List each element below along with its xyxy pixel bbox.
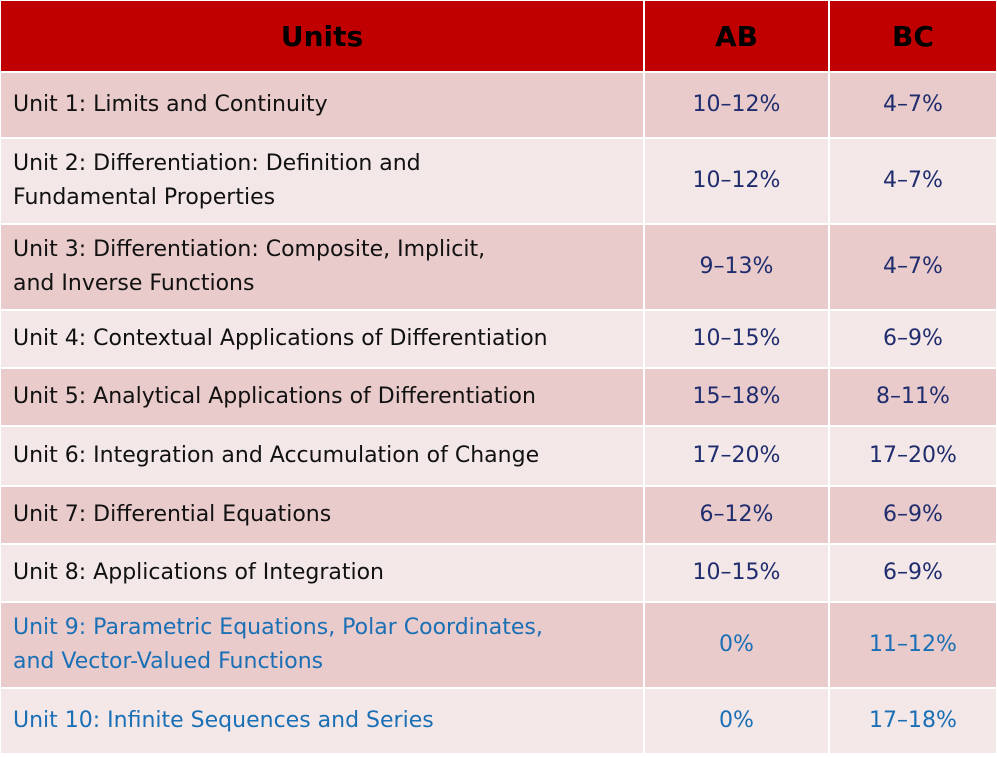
bc-weight: 4–7% [830,139,996,225]
header-units: Units [1,1,645,73]
unit-name: Unit 8: Applications of Integration [1,545,645,603]
ab-weight: 10–12% [645,73,830,139]
bc-weight: 4–7% [830,225,996,311]
bc-weight: 6–9% [830,545,996,603]
unit-name-line: Unit 3: Differentiation: Composite, Impl… [13,237,486,262]
unit-name: Unit 7: Differential Equations [1,487,645,545]
table-row: Unit 4: Contextual Applications of Diffe… [1,311,996,369]
ab-weight: 0% [645,689,830,755]
table-row: Unit 5: Analytical Applications of Diffe… [1,369,996,427]
table-row: Unit 7: Differential Equations 6–12% 6–9… [1,487,996,545]
bc-weight: 6–9% [830,311,996,369]
ab-weight: 9–13% [645,225,830,311]
bc-weight: 17–18% [830,689,996,755]
unit-name: Unit 2: Differentiation: Definition and … [1,139,645,225]
table-row: Unit 9: Parametric Equations, Polar Coor… [1,603,996,689]
bc-weight: 8–11% [830,369,996,427]
unit-name-line: Unit 2: Differentiation: Definition and [13,151,421,176]
ab-weight: 17–20% [645,427,830,487]
header-ab: AB [645,1,830,73]
bc-weight: 6–9% [830,487,996,545]
bc-weight: 11–12% [830,603,996,689]
unit-name: Unit 6: Integration and Accumulation of … [1,427,645,487]
unit-name: Unit 9: Parametric Equations, Polar Coor… [1,603,645,689]
unit-name: Unit 1: Limits and Continuity [1,73,645,139]
table-row: Unit 8: Applications of Integration 10–1… [1,545,996,603]
unit-name: Unit 5: Analytical Applications of Diffe… [1,369,645,427]
unit-name-line: Unit 9: Parametric Equations, Polar Coor… [13,615,543,640]
unit-name-line: Fundamental Properties [13,185,276,210]
unit-name-line: and Inverse Functions [13,271,255,296]
table-row: Unit 1: Limits and Continuity 10–12% 4–7… [1,73,996,139]
ab-weight: 15–18% [645,369,830,427]
unit-name: Unit 10: Infinite Sequences and Series [1,689,645,755]
ab-weight: 10–12% [645,139,830,225]
unit-name: Unit 4: Contextual Applications of Diffe… [1,311,645,369]
ab-weight: 10–15% [645,311,830,369]
table-row: Unit 2: Differentiation: Definition and … [1,139,996,225]
header-bc: BC [830,1,996,73]
table-header-row: Units AB BC [1,1,996,73]
table-row: Unit 10: Infinite Sequences and Series 0… [1,689,996,755]
ab-weight: 10–15% [645,545,830,603]
unit-name-line: and Vector-Valued Functions [13,649,324,674]
unit-name: Unit 3: Differentiation: Composite, Impl… [1,225,645,311]
ab-weight: 6–12% [645,487,830,545]
table-row: Unit 6: Integration and Accumulation of … [1,427,996,487]
bc-weight: 17–20% [830,427,996,487]
ab-weight: 0% [645,603,830,689]
table-row: Unit 3: Differentiation: Composite, Impl… [1,225,996,311]
bc-weight: 4–7% [830,73,996,139]
